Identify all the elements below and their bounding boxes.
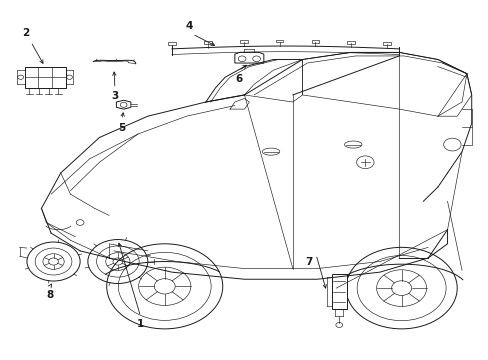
Bar	[203, 41, 211, 44]
Text: 7: 7	[304, 257, 311, 267]
Text: 6: 6	[235, 74, 242, 84]
Text: 4: 4	[185, 21, 192, 31]
Text: 2: 2	[22, 28, 30, 38]
Bar	[311, 40, 319, 43]
Bar	[275, 40, 283, 42]
Text: 3: 3	[111, 91, 118, 102]
Text: 8: 8	[46, 290, 53, 300]
Bar	[168, 42, 176, 45]
Bar	[24, 67, 65, 88]
Bar	[240, 40, 247, 43]
Text: 1: 1	[137, 319, 144, 329]
Bar	[347, 41, 354, 44]
Bar	[331, 274, 346, 309]
Bar	[383, 42, 390, 45]
Text: 5: 5	[118, 123, 125, 133]
